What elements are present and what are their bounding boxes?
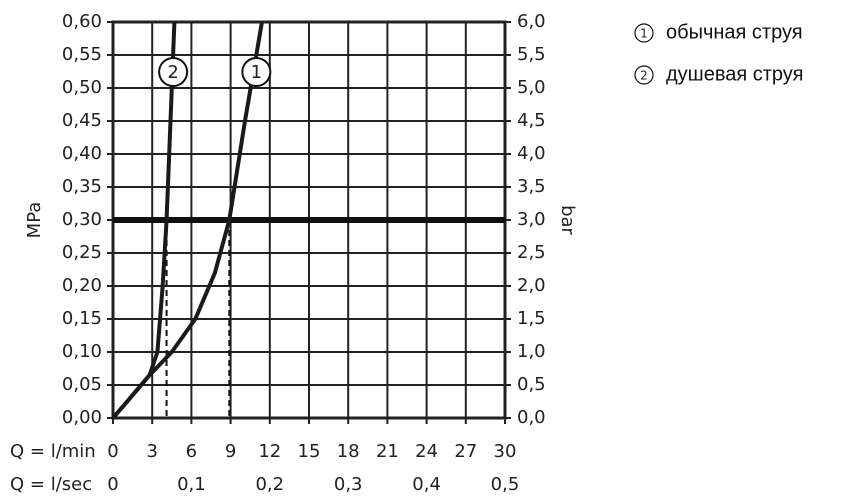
y-tick-label: 0,40 (62, 143, 102, 164)
legend-label: обычная струя (666, 21, 803, 43)
y2-axis-label: bar (557, 205, 578, 235)
y2-tick-label: 4,5 (517, 110, 546, 131)
y-axis-label: MPa (24, 202, 45, 239)
y-tick-label: 0,50 (62, 77, 102, 98)
x-tick-label: 21 (376, 441, 399, 462)
y-tick-label: 0,20 (62, 275, 102, 296)
x2-tick-label: 0 (107, 474, 118, 495)
legend-marker-circle (634, 65, 654, 85)
legend-marker: 2 (640, 69, 648, 83)
x-tick-label: 6 (186, 441, 197, 462)
x2-tick-label: 0,4 (412, 474, 441, 495)
y2-tick-label: 6,0 (517, 11, 546, 32)
y2-tick-label: 3,0 (517, 209, 546, 230)
y2-tick-label: 2,5 (517, 242, 546, 263)
curve-label: 1 (251, 62, 262, 83)
y2-tick-label: 5,0 (517, 77, 546, 98)
y-tick-label: 0,10 (62, 341, 102, 362)
y2-tick-label: 5,5 (517, 44, 546, 65)
flow-curve (111, 21, 177, 420)
legend-marker: 1 (640, 27, 648, 41)
y-tick-label: 0,45 (62, 110, 102, 131)
x2-tick-label: 0,1 (177, 474, 206, 495)
curve-label-circle (241, 57, 272, 87)
y-tick-label: 0,00 (62, 407, 102, 428)
y-tick-label: 0,60 (62, 11, 102, 32)
y-tick-label: 0,30 (62, 209, 102, 230)
curve-label-circle (158, 57, 189, 87)
x-tick-label: 30 (494, 441, 517, 462)
x-tick-label: 27 (454, 441, 477, 462)
x-tick-label: 0 (107, 441, 118, 462)
x-tick-label: 24 (415, 441, 438, 462)
y-tick-label: 0,05 (62, 374, 102, 395)
x-tick-label: 15 (298, 441, 321, 462)
y2-tick-label: 1,0 (517, 341, 546, 362)
y2-tick-label: 4,0 (517, 143, 546, 164)
y2-tick-label: 0,0 (517, 407, 546, 428)
y2-tick-label: 3,5 (517, 176, 546, 197)
x-tick-label: 18 (337, 441, 360, 462)
x2-tick-label: 0,3 (334, 474, 363, 495)
y2-tick-label: 1,5 (517, 308, 546, 329)
x-axis-label: Q = l/min (10, 441, 96, 462)
x2-tick-label: 0,5 (491, 474, 520, 495)
y-tick-label: 0,55 (62, 44, 102, 65)
x-tick-label: 9 (225, 441, 236, 462)
x2-axis-label: Q = l/sec (10, 474, 92, 495)
x-tick-label: 3 (146, 441, 157, 462)
y-tick-label: 0,25 (62, 242, 102, 263)
x-tick-label: 12 (258, 441, 281, 462)
x2-tick-label: 0,2 (255, 474, 284, 495)
legend-marker-circle (634, 23, 654, 43)
curve-label: 2 (167, 62, 178, 83)
y-tick-label: 0,35 (62, 176, 102, 197)
y2-tick-label: 2,0 (517, 275, 546, 296)
legend-label: душевая струя (666, 63, 803, 85)
y-tick-label: 0,15 (62, 308, 102, 329)
y2-tick-label: 0,5 (517, 374, 546, 395)
